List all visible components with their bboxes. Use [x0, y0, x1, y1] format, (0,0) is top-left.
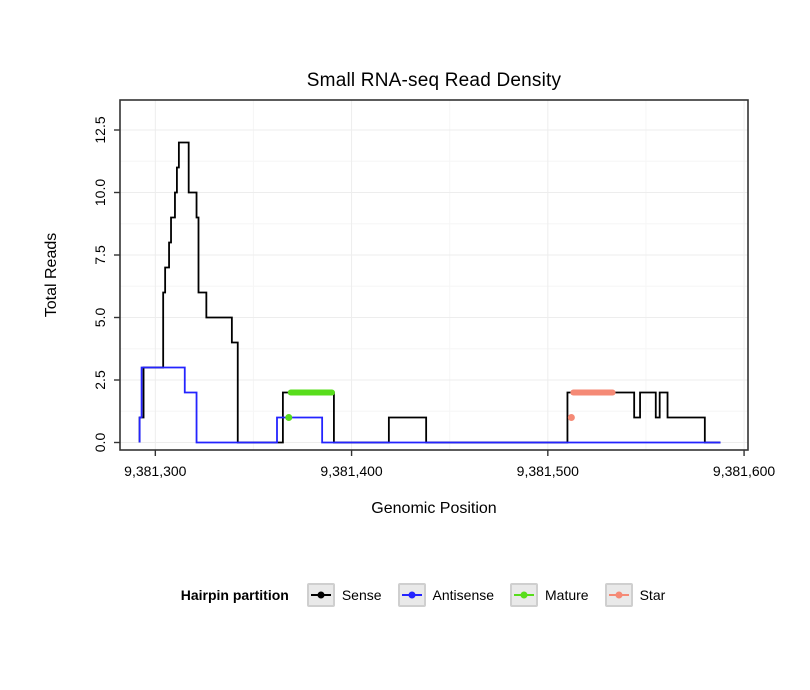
- y-tick-label: 5.0: [92, 308, 108, 328]
- legend-title: Hairpin partition: [180, 587, 289, 603]
- legend-label-star: Star: [639, 587, 666, 603]
- legend-key-mature: [510, 583, 539, 607]
- y-tick-label: 2.5: [92, 370, 108, 390]
- point-mature: [285, 414, 293, 421]
- plot-area: 9,381,300 9,381,400 9,381,500 9,381,600 0.0 2…: [92, 99, 775, 479]
- legend-item-mature: Mature: [510, 583, 589, 607]
- x-tick-label: 9,381,400: [320, 463, 382, 479]
- y-tick-label: 12.5: [92, 116, 108, 143]
- legend: Hairpin partition Sense Antisense Mature St…: [18, 583, 810, 607]
- legend-items: Sense Antisense Mature Star: [306, 583, 666, 607]
- legend-point-icon: [615, 591, 623, 599]
- y-tick-label: 10.0: [92, 179, 108, 206]
- x-tick-label: 9,381,300: [124, 463, 186, 479]
- x-tick-label: 9,381,600: [713, 463, 775, 479]
- y-tick-label: 7.5: [92, 245, 108, 265]
- chart-title: Small RNA-seq Read Density: [306, 70, 562, 91]
- legend-label-sense: Sense: [341, 587, 382, 603]
- legend-point-icon: [317, 591, 325, 599]
- legend-point-icon: [520, 591, 528, 599]
- series-antisense-line: [138, 366, 721, 444]
- panel-border: [119, 99, 749, 451]
- point-star: [567, 414, 575, 421]
- series-sense-line: [138, 141, 721, 444]
- legend-key-star: [604, 583, 633, 607]
- y-tick-label: 0.0: [92, 433, 108, 453]
- legend-item-antisense: Antisense: [397, 583, 495, 607]
- legend-item-star: Star: [604, 583, 666, 607]
- legend-point-icon: [408, 591, 416, 599]
- panel-background: [120, 100, 748, 450]
- x-axis-title: Genomic Position: [371, 500, 497, 517]
- legend-label-mature: Mature: [545, 587, 589, 603]
- x-tick-label: 9,381,500: [517, 463, 579, 479]
- legend-key-sense: [306, 583, 335, 607]
- legend-item-sense: Sense: [306, 583, 382, 607]
- legend-label-antisense: Antisense: [432, 587, 495, 603]
- legend-key-antisense: [397, 583, 426, 607]
